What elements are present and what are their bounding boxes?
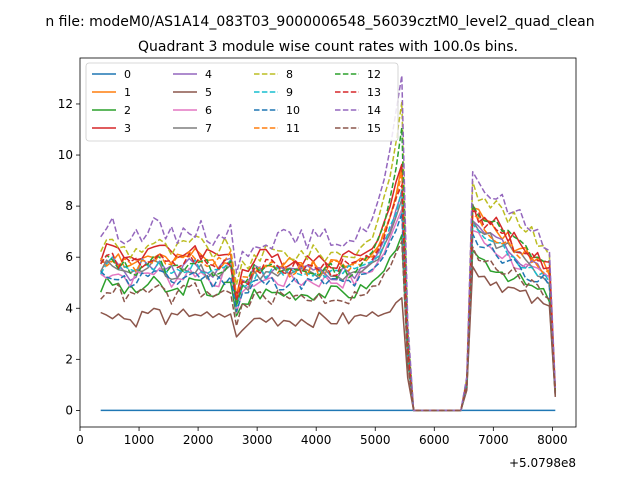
legend-label-6: 6 <box>205 104 212 117</box>
series-line-9 <box>100 189 557 412</box>
series-line-5 <box>100 265 557 412</box>
plot-series-group <box>99 74 557 412</box>
legend-label-10: 10 <box>286 104 300 117</box>
series-line-2 <box>100 234 557 412</box>
legend-label-9: 9 <box>286 86 293 99</box>
series-line-6 <box>100 208 557 412</box>
x-tick-label: 4000 <box>301 433 332 447</box>
x-tick-label: 5000 <box>360 433 391 447</box>
legend-label-15: 15 <box>367 122 381 135</box>
x-axis: 0 1000 2000 3000 4000 5000 6000 7000 8000 <box>76 427 568 447</box>
legend-label-3: 3 <box>124 122 131 135</box>
series-line-11 <box>100 172 557 412</box>
y-axis: 0 2 4 6 8 10 12 <box>58 97 80 417</box>
figure-suptitle: n file: modeM0/AS1A14_083T03_9000006548_… <box>45 14 594 30</box>
x-tick-label: 1000 <box>124 433 155 447</box>
x-tick-label: 7000 <box>478 433 509 447</box>
legend-label-12: 12 <box>367 68 381 81</box>
x-offset-label: +5.0798e8 <box>509 456 576 470</box>
x-tick-label: 3000 <box>242 433 273 447</box>
y-tick-label: 0 <box>65 403 73 417</box>
legend-label-7: 7 <box>205 122 212 135</box>
y-tick-label: 6 <box>65 250 73 264</box>
legend-label-1: 1 <box>124 86 131 99</box>
x-tick-label: 2000 <box>183 433 214 447</box>
legend-label-13: 13 <box>367 86 381 99</box>
legend-label-11: 11 <box>286 122 300 135</box>
series-line-14 <box>100 74 557 412</box>
y-tick-label: 10 <box>58 148 73 162</box>
chart-title: Quadrant 3 module wise count rates with … <box>138 39 518 55</box>
series-line-15 <box>100 240 557 412</box>
y-tick-label: 12 <box>58 97 73 111</box>
x-tick-label: 6000 <box>419 433 450 447</box>
series-line-13 <box>100 184 557 412</box>
x-tick-label: 0 <box>76 433 84 447</box>
axes-frame <box>79 57 577 428</box>
legend-box <box>85 62 399 142</box>
legend-label-0: 0 <box>124 68 131 81</box>
x-tick-label: 8000 <box>537 433 568 447</box>
series-line-10 <box>100 212 557 412</box>
legend-label-2: 2 <box>124 104 131 117</box>
legend-label-8: 8 <box>286 68 293 81</box>
y-tick-label: 4 <box>65 301 73 315</box>
legend-label-4: 4 <box>205 68 212 81</box>
y-tick-label: 2 <box>65 352 73 366</box>
legend-label-5: 5 <box>205 86 212 99</box>
y-tick-label: 8 <box>65 199 73 213</box>
legend-label-14: 14 <box>367 104 381 117</box>
series-line-4 <box>100 191 557 412</box>
series-line-8 <box>100 101 557 412</box>
